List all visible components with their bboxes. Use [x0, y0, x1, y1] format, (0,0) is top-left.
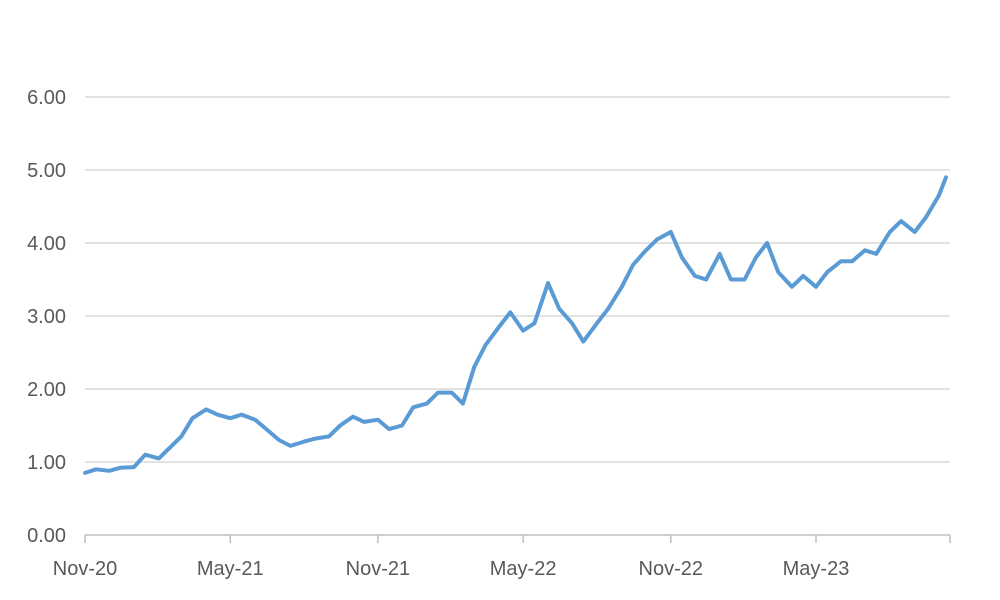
x-tick-label: Nov-20: [53, 558, 117, 580]
x-tick-label: May-23: [783, 558, 850, 580]
y-tick-label: 6.00: [27, 87, 66, 109]
x-tick-label: Nov-22: [639, 558, 703, 580]
y-axis-tick-labels: 0.00 1.00 2.00 3.00 4.00 5.00 6.00: [27, 87, 66, 547]
y-tick-label: 3.00: [27, 306, 66, 328]
x-tick-label: May-22: [490, 558, 557, 580]
gridlines: [85, 96, 950, 463]
y-tick-label: 5.00: [27, 160, 66, 182]
y-tick-label: 0.00: [27, 525, 66, 547]
y-tick-label: 2.00: [27, 379, 66, 401]
x-tick-label: Nov-21: [346, 558, 410, 580]
y-tick-label: 4.00: [27, 233, 66, 255]
y-tick-label: 1.00: [27, 452, 66, 474]
series-line-0: [83, 175, 948, 475]
x-tick-label: May-21: [197, 558, 264, 580]
series-layer: [83, 175, 948, 475]
x-axis: Nov-20 May-21 Nov-21 May-22 Nov-22 May-23: [53, 534, 951, 580]
